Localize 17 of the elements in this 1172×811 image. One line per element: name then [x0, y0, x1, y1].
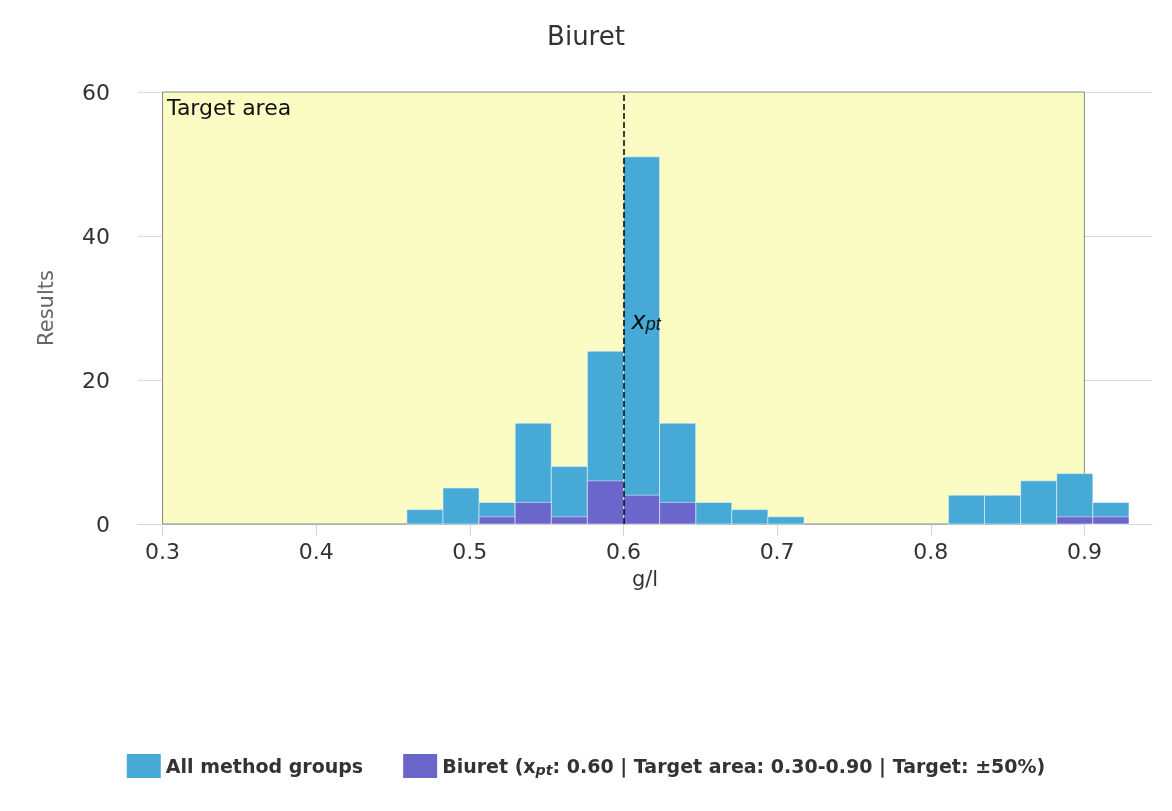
x-axis-title: g/l	[631, 566, 659, 591]
x-tick-label: 0.8	[913, 538, 949, 564]
x-tick-label: 0.5	[452, 538, 488, 564]
x-tick-label: 0.7	[759, 538, 795, 564]
y-tick-label: 40	[82, 223, 110, 249]
legend-label: Biuret (xpt: 0.60 | Target area: 0.30-0.90 | Target: ±50%)	[442, 755, 1046, 778]
y-tick-label: 60	[82, 79, 110, 105]
x-tick-label: 0.4	[298, 538, 334, 564]
band-label: Target area	[166, 95, 292, 120]
x-tick-label: 0.6	[605, 538, 641, 564]
x-tick-label: 0.3	[145, 538, 181, 564]
y-tick-label: 0	[96, 511, 110, 537]
chart-title: Biuret	[547, 21, 625, 51]
y-tick-label: 20	[82, 367, 110, 393]
x-tick-label: 0.9	[1066, 538, 1102, 564]
y-axis-title: Results	[33, 270, 58, 346]
legend-label: All method groups	[165, 755, 364, 777]
